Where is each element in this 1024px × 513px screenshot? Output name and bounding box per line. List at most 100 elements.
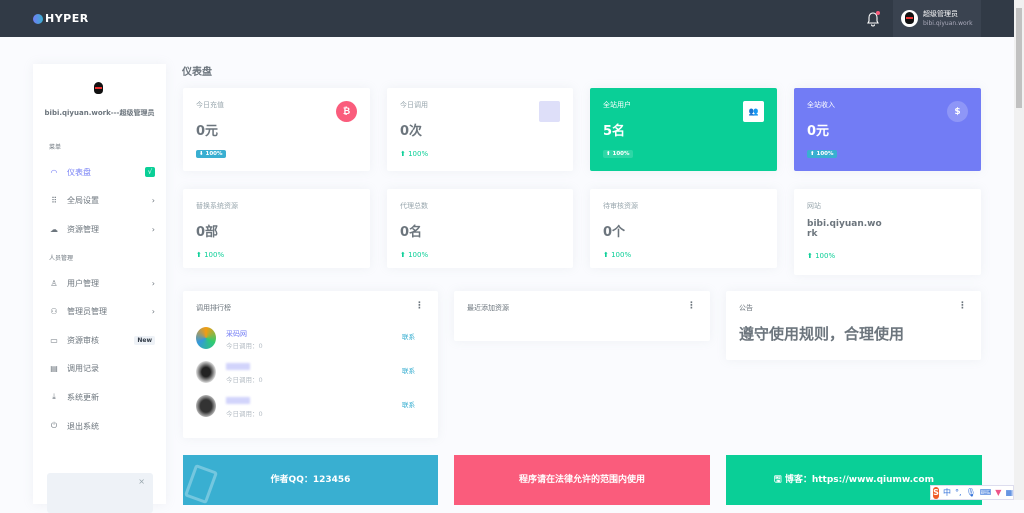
skin-icon[interactable]: ▼ [995,488,1002,497]
stat-change: ⬆ 100% [400,150,429,158]
sidebar-item-3[interactable]: ♙ 用户管理 › [49,275,155,291]
cloud-icon: ☁ [50,224,58,234]
more-options-icon[interactable]: ⋮ [687,301,696,311]
stat-label: 全站收入 [807,101,835,109]
contact-link[interactable]: 联系 [402,367,415,375]
card-title: 调用排行榜 [196,304,231,312]
new-badge: New [134,335,155,345]
sidebar-item-label: 调用记录 [67,363,99,373]
download-icon: ⤓ [52,392,56,401]
stat-card: 待审核资源 0个 ⬆ 100% [590,189,777,268]
bitcoin-icon: ₿ [336,101,357,122]
rank-row: 今日调用：0 联系 [196,395,426,423]
sidebar-item-7[interactable]: ⤓ 系统更新 [49,389,155,405]
contact-link[interactable]: 联系 [402,333,415,341]
banner-text: 作者QQ：123456 [270,475,351,485]
logo[interactable]: HYPER [33,12,89,25]
stat-card: 全站用户 5名 ⬆ 100% 👥 [590,88,777,171]
stat-label: 今日充值 [196,101,224,109]
keyboard-icon[interactable]: ⌨ [979,488,992,497]
rank-name[interactable]: 采码网 [226,330,247,338]
info-banner: 程序请在法律允许的范围内使用 [454,455,710,505]
scrollbar[interactable] [1014,0,1024,500]
sidebar-item-label: 资源管理 [67,224,99,234]
card-title: 公告 [739,304,753,312]
sidebar-item-5[interactable]: ▭ 资源审核 New [49,332,155,348]
stat-change: ⬆ 100% [196,251,225,259]
user-site: bibi.qiyuan.work [923,19,973,27]
chevron-right-icon: › [151,306,155,316]
scrollbar-thumb[interactable] [1016,8,1022,108]
ime-punctuation[interactable]: °, [955,488,962,497]
stat-card: 代理总数 0名 ⬆ 100% [387,189,573,268]
rank-avatar [196,361,216,383]
stat-change: ⬆ 100% [807,150,837,158]
power-icon: ⏻ [50,421,58,430]
sidebar-item-6[interactable]: ▤ 调用记录 [49,360,155,376]
monitor-icon: ▭ [50,335,58,345]
notice-card: 公告 ⋮ 遵守使用规则，合理使用 [726,291,981,360]
sidebar-item-1[interactable]: ⠿ 全局设置 › [49,192,155,208]
notification-bell-icon[interactable] [866,11,880,27]
stat-card: 今日充值 0元 ⬇ 100% ₿ [183,88,370,171]
ime-toolbar[interactable]: S 中 °, 🎙 ⌨ ▼ ▦ [930,485,1014,500]
page-title: 仪表盘 [182,67,212,78]
sidebar-item-4[interactable]: ⚇ 管理员管理 › [49,303,155,319]
stat-card: 全站收入 0元 ⬆ 100% $ [794,88,981,171]
stat-value: 0元 [807,124,830,139]
stat-value: bibi.qiyuan.work [807,219,882,239]
sidebar-item-2[interactable]: ☁ 资源管理 › [49,221,155,237]
banner-text: 🖫 博客：https://www.qiumw.com [774,475,934,485]
section-label-staff: 人员管理 [49,255,74,262]
sidebar-item-label: 退出系统 [67,421,99,431]
close-icon[interactable]: × [138,477,145,486]
users-icon: 👥 [743,101,764,122]
microphone-icon[interactable]: 🎙 [965,488,976,497]
users-icon: ⚇ [50,306,58,316]
stat-change: ⬆ 100% [603,150,633,158]
calculator-icon [183,463,219,505]
stat-value: 0次 [400,124,423,139]
ime-logo[interactable]: S [933,486,940,499]
stat-card: 今日调用 0次 ⬆ 100% [387,88,573,171]
stat-label: 网站 [807,202,821,210]
stat-label: 代理总数 [400,202,428,210]
user-profile-menu[interactable]: 超级管理员 bibi.qiyuan.work [893,0,981,37]
user-name: 超级管理员 [923,9,958,18]
banner-text: 程序请在法律允许的范围内使用 [518,475,645,485]
ime-language[interactable]: 中 [943,488,952,497]
check-badge: √ [145,167,155,177]
sidebar-item-0[interactable]: ◠ 仪表盘 √ [49,164,155,180]
rank-avatar [196,327,216,349]
sidebar-item-8[interactable]: ⏻ 退出系统 [49,418,155,434]
sidebar-avatar [90,80,110,102]
section-label-menu: 菜单 [49,144,62,151]
avatar [901,10,918,27]
sidebar-item-label: 管理员管理 [67,306,107,316]
record-icon: ▤ [50,363,58,373]
grid-icon: ⠿ [51,195,57,205]
dollar-icon: $ [947,101,968,122]
sidebar-item-label: 仪表盘 [67,167,91,177]
stat-value: 0部 [196,225,219,240]
notice-text: 遵守使用规则，合理使用 [739,325,905,343]
more-options-icon[interactable]: ⋮ [415,301,424,311]
rank-count: 今日调用：0 [226,342,263,350]
rank-avatar [196,395,216,417]
stat-label: 全站用户 [603,101,631,109]
promo-box: × [47,473,153,513]
stat-change: ⬇ 100% [196,150,226,158]
more-options-icon[interactable]: ⋮ [958,301,967,311]
chevron-right-icon: › [151,195,155,205]
rank-row: 今日调用：0 联系 [196,361,426,389]
stat-change: ⬆ 100% [603,251,632,259]
apps-icon[interactable]: ▦ [1005,488,1013,497]
stat-label: 今日调用 [400,101,428,109]
rank-name-blurred[interactable] [226,397,250,406]
stat-change: ⬆ 100% [400,251,429,259]
contact-link[interactable]: 联系 [402,401,415,409]
stat-value: 0名 [400,225,423,240]
rank-count: 今日调用：0 [226,410,263,418]
rank-name-blurred[interactable] [226,363,250,372]
sidebar-item-label: 系统更新 [67,392,99,402]
